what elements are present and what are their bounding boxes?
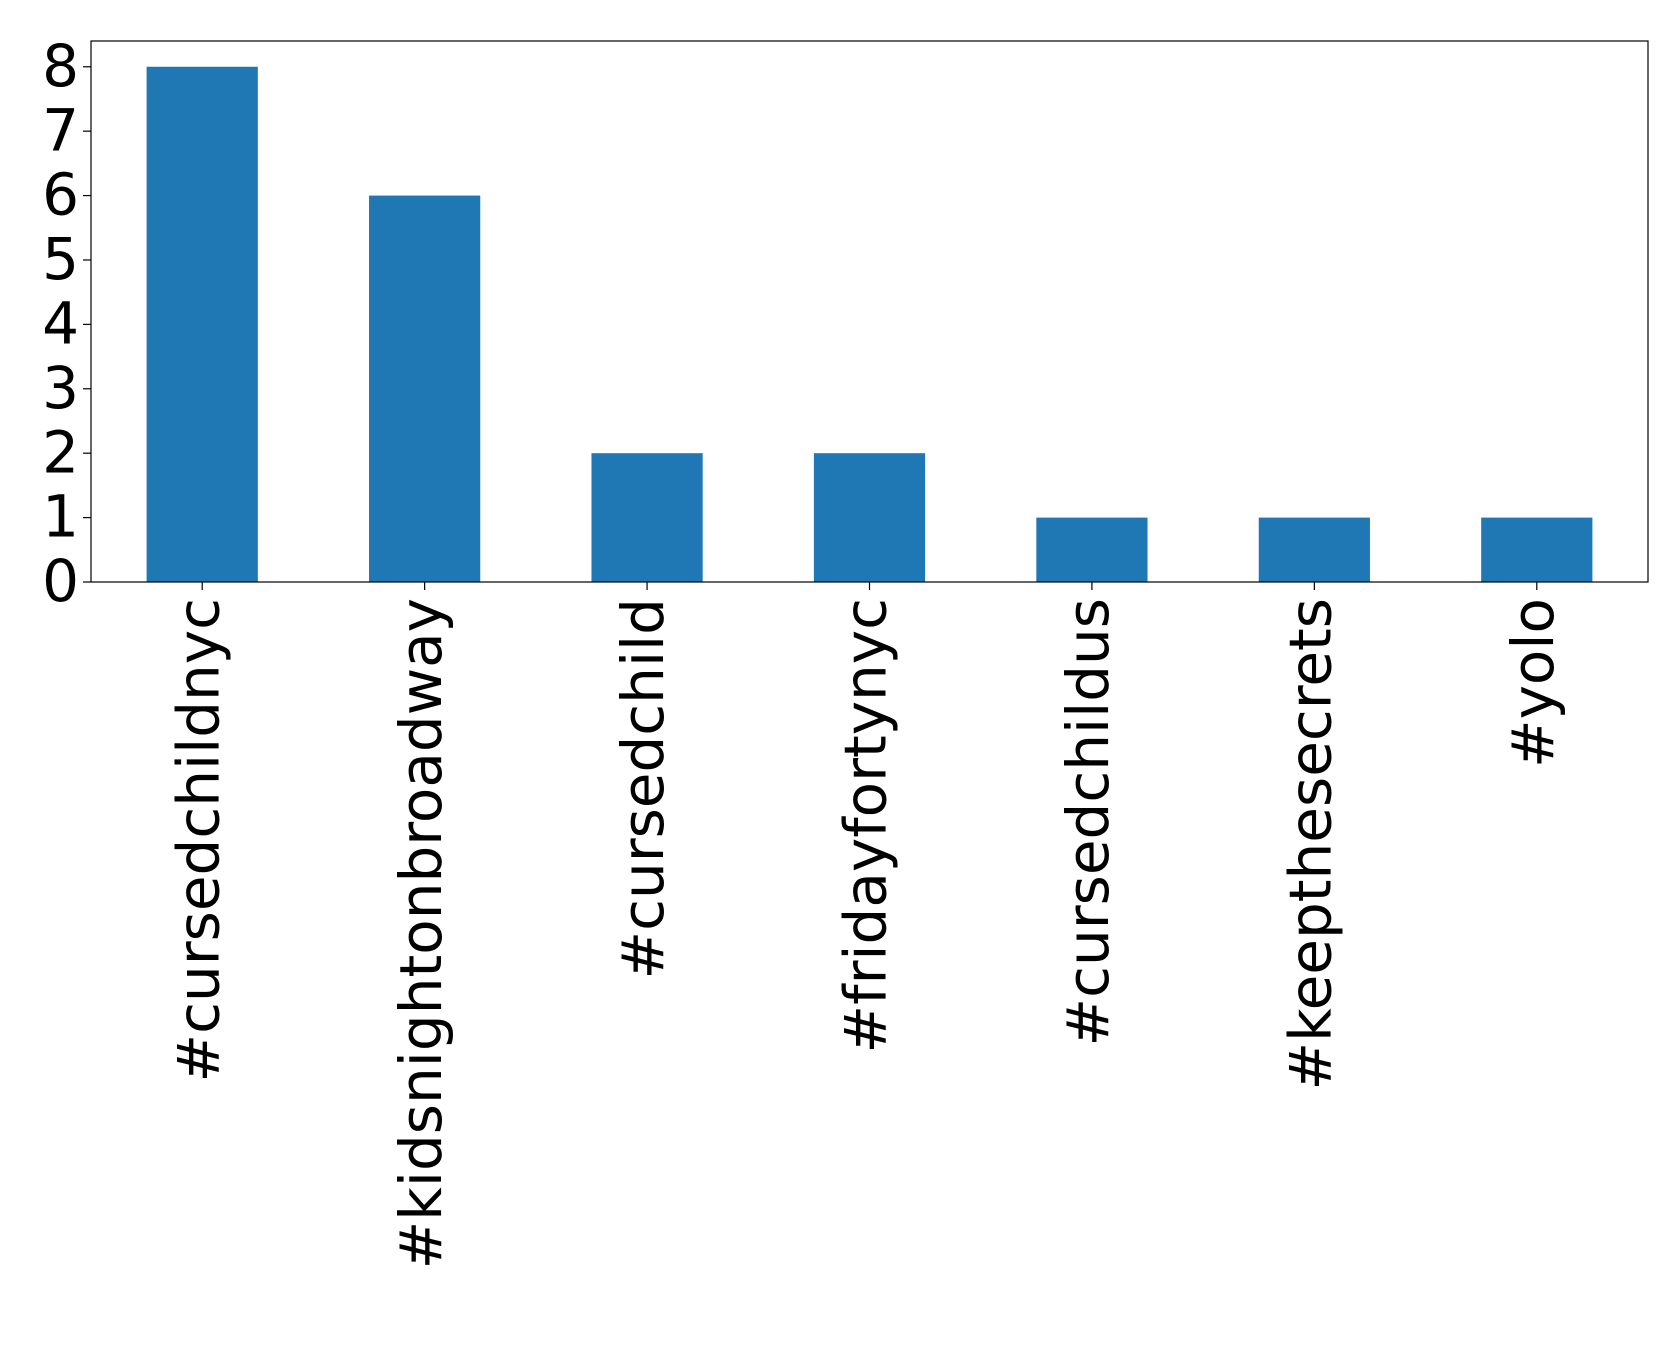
bar: [369, 195, 481, 583]
bar: [1481, 517, 1593, 582]
bar: [1258, 517, 1370, 582]
y-tick-label: 3: [42, 354, 79, 422]
x-tick-label: #cursedchildus: [1054, 598, 1122, 1046]
x-tick-label: #kidsnightonbroadway: [387, 598, 455, 1269]
y-tick-label: 4: [42, 289, 79, 357]
plot-frame: [90, 40, 1649, 583]
bar: [591, 453, 703, 582]
bar: [813, 453, 926, 582]
y-tick-label: 2: [42, 418, 79, 486]
y-tick-label: 0: [42, 547, 79, 615]
x-tick-label: #keepthesecrets: [1276, 598, 1344, 1091]
y-tick-label: 5: [42, 225, 79, 293]
bar: [1036, 517, 1148, 582]
y-tick-label: 6: [42, 161, 79, 229]
x-tick-label: #cursedchildnyc: [164, 598, 232, 1082]
y-tick-label: 8: [42, 32, 79, 100]
y-tick-label: 7: [42, 96, 79, 164]
x-tick-label: #yolo: [1499, 598, 1567, 768]
bar: [146, 66, 258, 582]
y-tick-label: 1: [42, 483, 79, 551]
x-tick-label: #cursedchild: [609, 598, 677, 980]
x-tick-label: #fridayfortynyc: [832, 598, 900, 1053]
